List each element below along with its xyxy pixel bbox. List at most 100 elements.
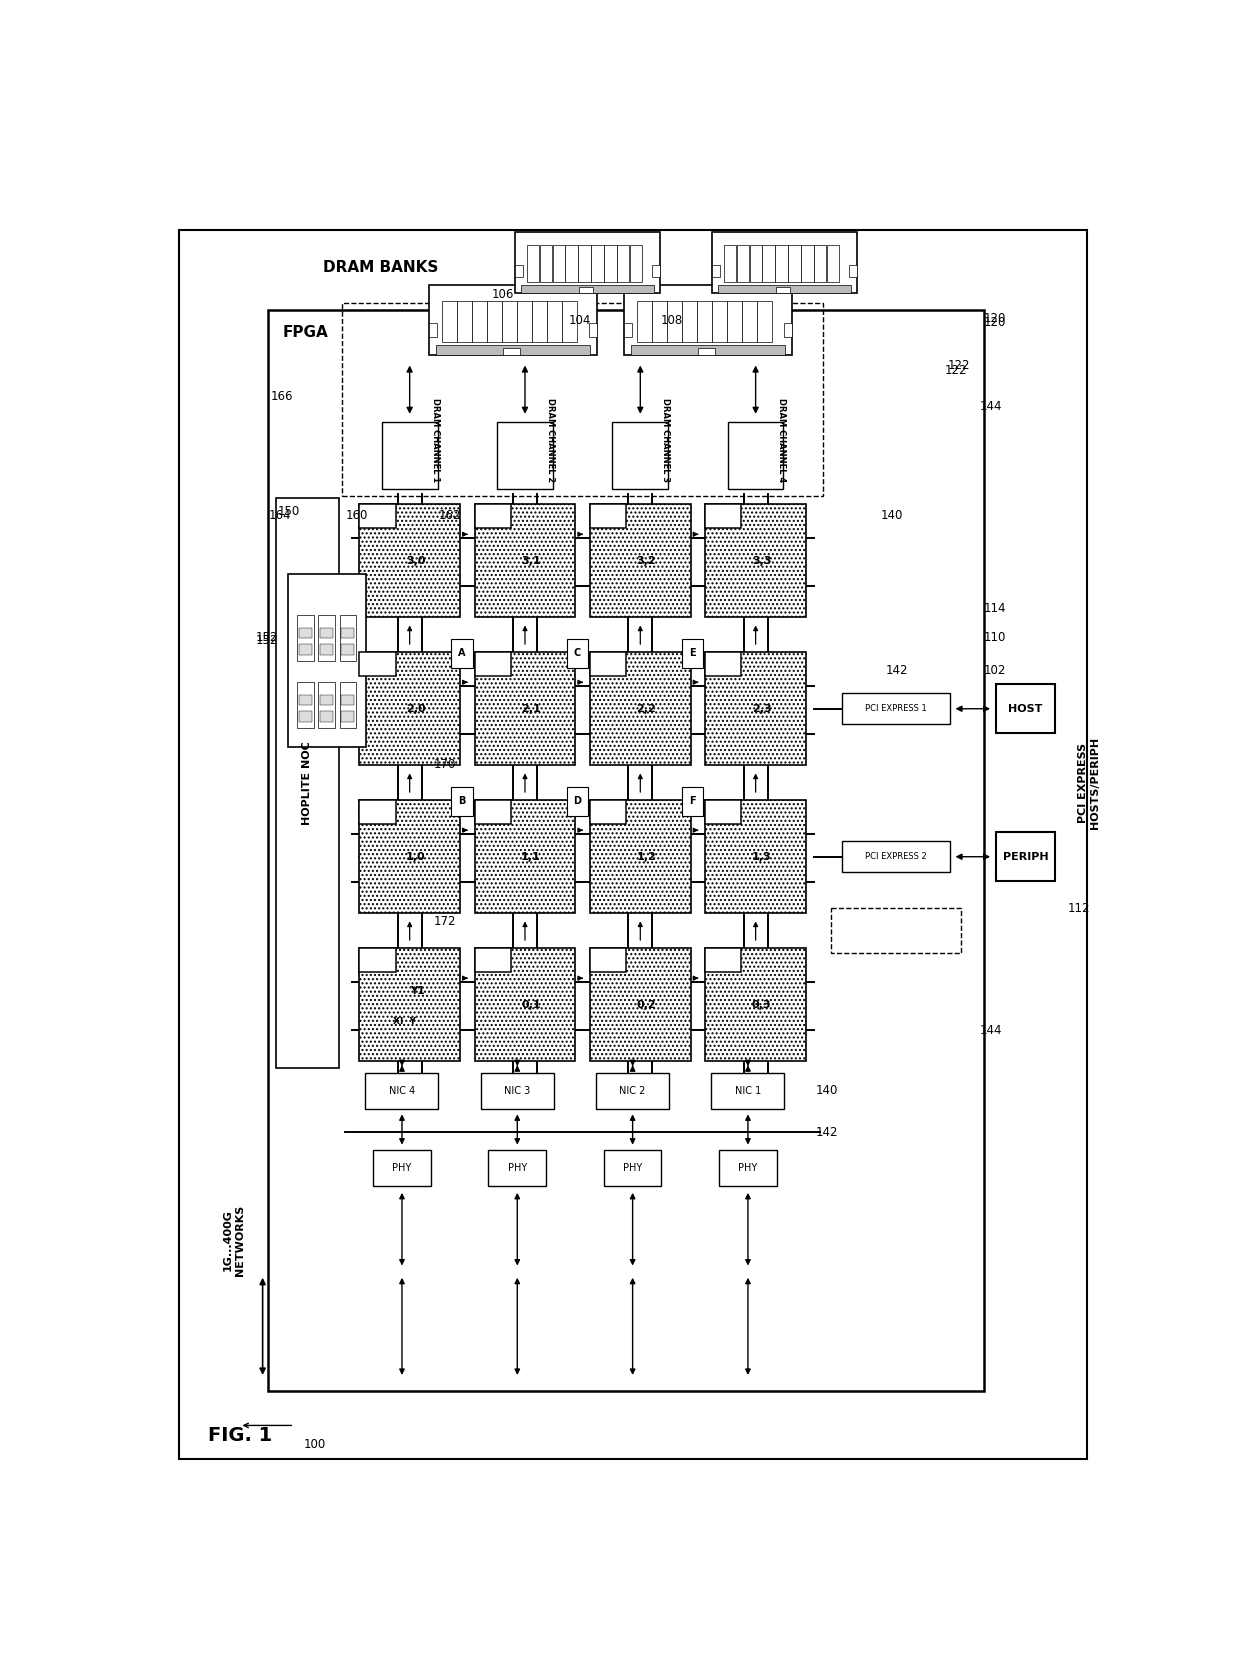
Text: 3,3: 3,3 (751, 556, 771, 566)
Bar (590, 800, 626, 824)
Bar (624, 286, 792, 354)
Text: 0,2: 0,2 (636, 999, 656, 1009)
Bar (713, 301, 727, 343)
Bar (320, 695, 332, 705)
Bar (596, 1073, 670, 1110)
Bar (763, 246, 775, 282)
Text: 1,2: 1,2 (636, 852, 656, 862)
Bar (682, 301, 697, 343)
Bar (604, 246, 616, 282)
Bar (637, 301, 652, 343)
Bar (604, 1150, 661, 1186)
Bar (706, 505, 742, 528)
Bar (341, 645, 353, 655)
Bar (652, 301, 667, 343)
Text: PCI EXPRESS 2: PCI EXPRESS 2 (866, 852, 926, 861)
Bar (382, 421, 438, 488)
Bar (547, 301, 562, 343)
Text: PHY: PHY (392, 1163, 412, 1173)
Text: DRAM BANKS: DRAM BANKS (324, 261, 439, 276)
Text: PCI EXPRESS
HOSTS/PERIPH: PCI EXPRESS HOSTS/PERIPH (1079, 737, 1100, 829)
Bar (567, 787, 588, 815)
Text: HOST: HOST (1008, 703, 1043, 714)
Bar (481, 1073, 554, 1110)
Text: 2,0: 2,0 (405, 703, 425, 714)
Text: NIC 4: NIC 4 (389, 1086, 415, 1096)
Bar (697, 301, 712, 343)
Text: B: B (459, 797, 466, 807)
Bar (521, 284, 653, 292)
Text: 100: 100 (304, 1439, 326, 1450)
Text: C: C (574, 648, 582, 658)
Bar (758, 301, 773, 343)
Text: NIC 1: NIC 1 (735, 1086, 761, 1096)
Bar (590, 800, 691, 914)
Bar (299, 695, 311, 705)
Text: XI  Y: XI Y (393, 1018, 417, 1026)
Bar (776, 287, 790, 292)
Text: 1,0: 1,0 (405, 852, 425, 862)
Bar (516, 266, 522, 277)
Bar (360, 947, 396, 973)
Bar (360, 947, 460, 1061)
Text: 110: 110 (983, 632, 1006, 645)
Text: FIG. 1: FIG. 1 (208, 1425, 272, 1445)
Bar (579, 287, 593, 292)
Text: PHY: PHY (622, 1163, 642, 1173)
Bar (341, 695, 353, 705)
Text: PHY: PHY (507, 1163, 527, 1173)
Bar (682, 640, 703, 668)
Bar (475, 800, 575, 914)
Bar (849, 266, 857, 277)
Bar (724, 246, 737, 282)
Bar (567, 640, 588, 668)
Text: 140: 140 (816, 1084, 838, 1098)
Bar (590, 505, 626, 528)
Bar (712, 1073, 785, 1110)
Bar (497, 421, 553, 488)
Bar (667, 301, 682, 343)
Text: DRAM CHANNEL 2: DRAM CHANNEL 2 (546, 398, 556, 481)
Text: 108: 108 (661, 314, 683, 326)
Bar (341, 712, 353, 722)
Bar (996, 685, 1055, 734)
Bar (360, 505, 460, 617)
Text: 3,0: 3,0 (405, 556, 425, 566)
Text: E: E (689, 648, 696, 658)
Bar (789, 246, 801, 282)
Bar (341, 628, 353, 638)
Text: DRAM CHANNEL 1: DRAM CHANNEL 1 (430, 398, 440, 481)
Text: 170: 170 (434, 757, 456, 770)
Text: PCI EXPRESS 1: PCI EXPRESS 1 (866, 703, 926, 714)
Text: 1,3: 1,3 (751, 852, 771, 862)
Bar (502, 301, 517, 343)
Bar (472, 301, 487, 343)
Text: HOPLITE NOC: HOPLITE NOC (303, 740, 312, 824)
Bar (360, 652, 460, 765)
Bar (458, 301, 472, 343)
Bar (813, 246, 826, 282)
Text: 140: 140 (880, 510, 903, 523)
Bar (728, 301, 742, 343)
Text: PERIPH: PERIPH (1003, 852, 1049, 862)
Bar (631, 346, 785, 354)
Bar (451, 640, 472, 668)
Bar (565, 246, 578, 282)
Text: 1,1: 1,1 (521, 852, 541, 862)
Bar (429, 323, 438, 338)
Bar (801, 246, 813, 282)
Bar (775, 246, 787, 282)
Text: 0,1: 0,1 (521, 999, 541, 1009)
Bar (320, 645, 332, 655)
Bar (613, 421, 668, 488)
Text: 122: 122 (947, 359, 971, 371)
Bar (435, 346, 590, 354)
Text: 2,3: 2,3 (751, 703, 771, 714)
Bar (288, 573, 367, 747)
Text: NIC 3: NIC 3 (505, 1086, 531, 1096)
Text: 166: 166 (270, 389, 293, 403)
Bar (319, 682, 335, 729)
Text: NIC 2: NIC 2 (620, 1086, 646, 1096)
Text: 142: 142 (816, 1126, 838, 1138)
Bar (475, 505, 575, 617)
